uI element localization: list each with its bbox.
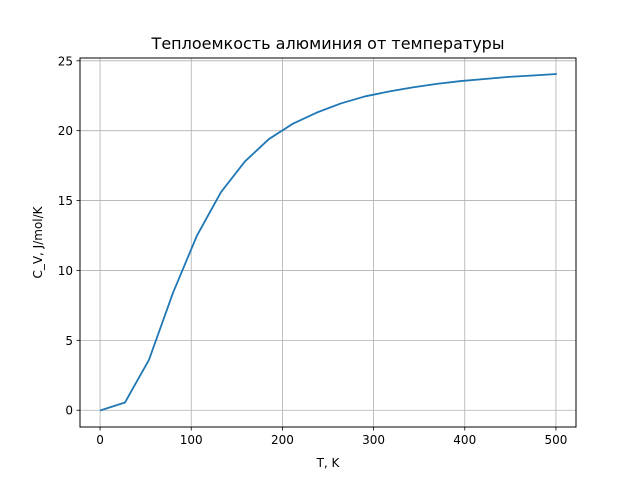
chart-title: Теплоемкость алюминия от температуры: [151, 34, 505, 53]
y-tick-label: 25: [58, 54, 73, 68]
x-tick-label: 400: [453, 433, 476, 447]
x-axis-label: T, K: [316, 456, 341, 470]
x-tick-label: 300: [362, 433, 385, 447]
x-tick-label: 500: [544, 433, 567, 447]
x-tick-label: 0: [96, 433, 104, 447]
x-tick-label: 200: [271, 433, 294, 447]
grid: [80, 58, 576, 427]
axes-frame: [79, 57, 577, 428]
x-tick-label: 100: [180, 433, 203, 447]
y-tick-label: 20: [58, 124, 73, 138]
y-tick-label: 0: [65, 404, 73, 418]
ticks: 0 100 200 300 400 500 0 5 10 15 20 25: [58, 54, 568, 447]
y-tick-label: 10: [58, 264, 73, 278]
series-line: [99, 73, 557, 412]
series-group: [99, 73, 557, 412]
y-tick-label: 15: [58, 194, 73, 208]
y-tick-label: 5: [65, 334, 73, 348]
y-axis-label: C_V, J/mol/K: [31, 205, 45, 278]
